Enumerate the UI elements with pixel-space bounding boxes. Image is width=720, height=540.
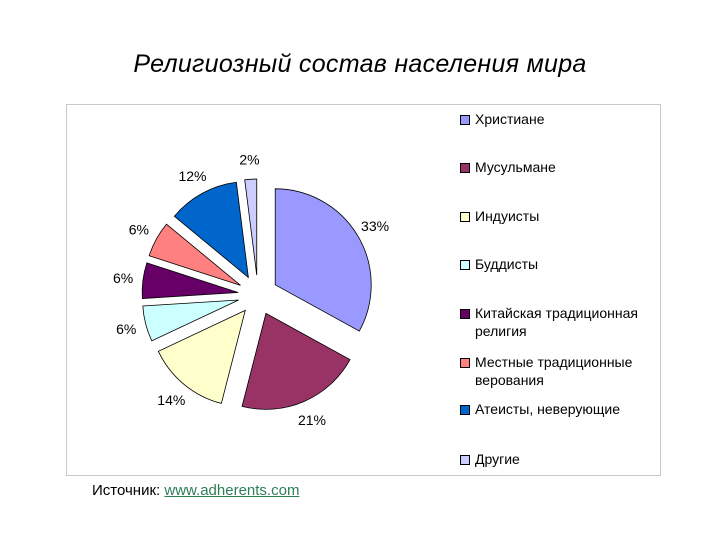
legend-label: Индуисты (475, 208, 540, 224)
slice-percent-label: 2% (239, 151, 259, 167)
legend-swatch (460, 163, 470, 173)
legend-label: Христиане (475, 111, 545, 127)
legend-swatch (460, 260, 470, 270)
pie-slice (244, 178, 258, 276)
slice-percent-label: 6% (129, 221, 149, 237)
source-line: Источник: www.adherents.com (92, 482, 299, 499)
legend-swatch (460, 212, 470, 222)
legend-label: Буддисты (475, 256, 539, 272)
legend-swatch (460, 405, 470, 415)
slice-percent-label: 33% (361, 218, 389, 234)
slice-percent-label: 6% (113, 270, 133, 286)
legend-label: Мусульмане (475, 159, 556, 175)
legend-label: Китайская традиционная религия (475, 305, 638, 339)
legend-label: Атеисты, неверующие (475, 401, 620, 417)
pie-slice (241, 312, 351, 410)
legend-swatch (460, 455, 470, 465)
pie-slice (142, 299, 239, 342)
pie-slice (173, 181, 249, 279)
legend-label: Местные традиционные верования (475, 354, 633, 388)
pie-slice (148, 223, 241, 286)
legend-label: Другие (475, 451, 520, 467)
source-link[interactable]: www.adherents.com (164, 482, 300, 499)
slice-percent-label: 21% (298, 412, 326, 428)
pie-slice (274, 188, 372, 332)
legend-swatch (460, 115, 470, 125)
pie-slice (141, 262, 239, 299)
slice-percent-label: 12% (178, 168, 206, 184)
chart-title: Религиозный состав населения мира (133, 50, 587, 78)
legend-swatch (460, 358, 470, 368)
legend-swatch (460, 309, 470, 319)
slice-percent-label: 14% (157, 392, 185, 408)
slice-percent-label: 6% (116, 321, 136, 337)
source-label: Источник: (92, 482, 161, 499)
pie-slice (157, 309, 246, 404)
